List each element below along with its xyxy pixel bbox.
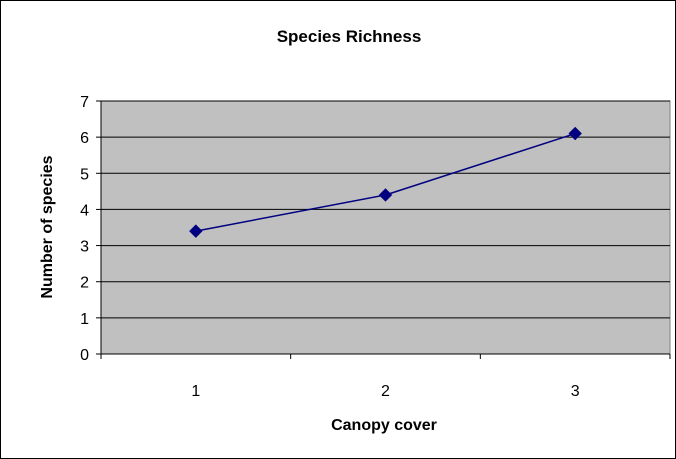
y-tick-label-0: 0 — [80, 347, 89, 364]
x-tick-label-1: 1 — [191, 383, 200, 400]
plot-area: 0 1 2 3 4 5 6 7 1 2 3 — [80, 94, 671, 400]
y-tick-label-2: 2 — [80, 275, 89, 292]
y-tick-label-6: 6 — [80, 130, 89, 147]
y-tick-label-4: 4 — [80, 202, 89, 219]
data-point-3 — [568, 126, 582, 141]
data-point-1 — [189, 224, 203, 238]
y-tick-label-1: 1 — [80, 311, 89, 328]
y-axis-title: Number of species — [39, 155, 56, 298]
plot-background — [100, 100, 671, 355]
x-tick-label-3: 3 — [571, 383, 580, 400]
y-tick-label-7: 7 — [80, 94, 89, 111]
y-tick-label-3: 3 — [80, 239, 89, 256]
data-point-2 — [378, 188, 393, 202]
chart-title: Species Richness — [277, 27, 422, 46]
y-tick-label-5: 5 — [80, 166, 89, 183]
x-tick-label-2: 2 — [381, 383, 390, 400]
x-axis-title: Canopy cover — [331, 417, 437, 434]
